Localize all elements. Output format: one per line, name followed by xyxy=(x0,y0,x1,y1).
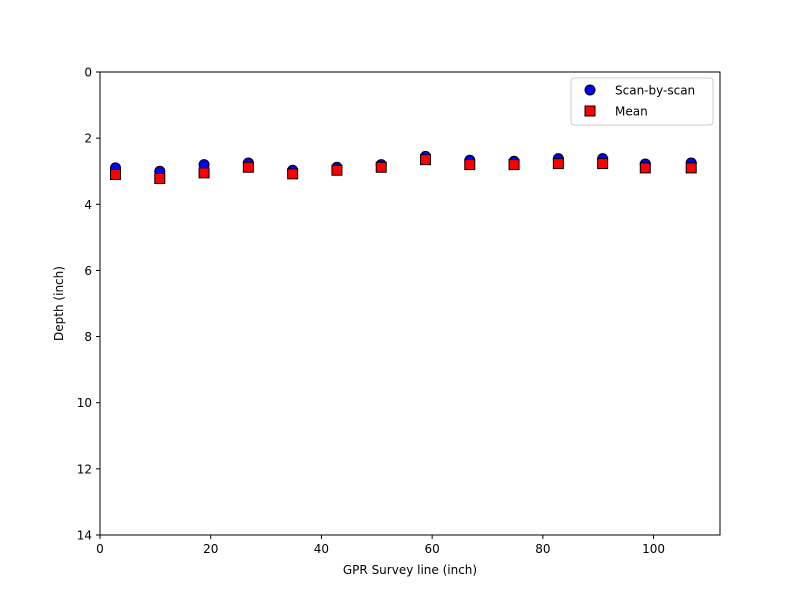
legend-marker-mean xyxy=(584,105,596,117)
markers-layer xyxy=(110,150,697,184)
x-tick-label: 100 xyxy=(642,542,665,556)
y-tick-label: 0 xyxy=(84,66,92,80)
plot-frame xyxy=(99,71,721,536)
y-tick-label: 8 xyxy=(84,330,92,344)
point-mean xyxy=(685,162,697,174)
x-tick-label: 80 xyxy=(535,542,550,556)
y-tick-label: 6 xyxy=(84,264,92,278)
plot-area xyxy=(100,72,720,535)
legend-label-scan-by-scan: Scan-by-scan xyxy=(615,84,695,98)
y-axis-ticks: 0 2 4 6 8 10 12 14 xyxy=(77,66,100,543)
point-mean xyxy=(154,172,166,184)
legend-box xyxy=(570,77,714,126)
point-mean xyxy=(508,159,520,171)
y-tick-label: 12 xyxy=(77,462,92,476)
point-mean xyxy=(198,167,210,179)
x-axis-ticks: 0 20 40 60 80 100 xyxy=(96,535,665,556)
point-mean xyxy=(597,158,609,170)
point-mean xyxy=(552,158,564,170)
x-tick-label: 0 xyxy=(96,542,104,556)
point-mean xyxy=(375,161,387,173)
x-tick-label: 20 xyxy=(203,542,218,556)
x-axis-label: GPR Survey line (inch) xyxy=(343,563,477,577)
point-mean xyxy=(110,169,121,181)
y-tick-label: 10 xyxy=(77,396,92,410)
y-tick-label: 14 xyxy=(77,529,92,543)
point-mean xyxy=(464,159,476,171)
point-mean xyxy=(639,162,651,174)
legend: Scan-by-scan Mean xyxy=(570,77,714,126)
y-tick-label: 2 xyxy=(84,132,92,146)
legend-marker-scan-by-scan xyxy=(584,84,596,96)
x-tick-label: 40 xyxy=(314,542,329,556)
y-axis-label: Depth (inch) xyxy=(52,266,66,341)
point-mean xyxy=(242,161,254,173)
y-tick-label: 4 xyxy=(84,198,92,212)
legend-label-mean: Mean xyxy=(615,105,648,119)
point-mean xyxy=(420,154,431,166)
point-mean xyxy=(287,168,299,180)
point-mean xyxy=(331,164,343,176)
x-tick-label: 60 xyxy=(425,542,440,556)
